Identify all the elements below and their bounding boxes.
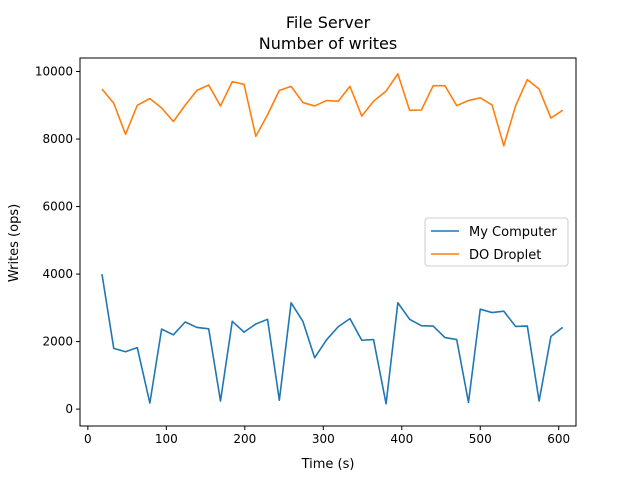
chart-subtitle: Number of writes bbox=[259, 34, 397, 53]
x-axis-label: Time (s) bbox=[301, 457, 355, 472]
y-tick-label: 6000 bbox=[42, 200, 73, 214]
series-line-my-computer bbox=[101, 273, 564, 405]
x-tick-label: 0 bbox=[84, 432, 92, 446]
y-tick-label: 8000 bbox=[42, 132, 73, 146]
legend-label: My Computer bbox=[469, 225, 557, 240]
y-tick-label: 2000 bbox=[42, 335, 73, 349]
x-tick-label: 600 bbox=[547, 432, 570, 446]
y-tick-label: 0 bbox=[65, 402, 73, 416]
legend: My Computer DO Droplet bbox=[424, 217, 569, 267]
legend-label: DO Droplet bbox=[469, 248, 541, 263]
series-line-do-droplet bbox=[101, 73, 564, 147]
chart-title: File Server bbox=[286, 13, 371, 32]
legend-box bbox=[424, 217, 569, 267]
y-axis-label: Writes (ops) bbox=[7, 204, 22, 282]
x-tick-label: 300 bbox=[312, 432, 335, 446]
x-tick-label: 500 bbox=[469, 432, 492, 446]
plot-area: 0 100 200 300 400 500 600020004000600080001000… bbox=[35, 57, 577, 446]
x-tick-label: 100 bbox=[155, 432, 178, 446]
y-tick-label: 4000 bbox=[42, 267, 73, 281]
axes-frame bbox=[79, 57, 577, 427]
y-tick-label: 10000 bbox=[35, 65, 73, 79]
x-tick-label: 400 bbox=[390, 432, 413, 446]
x-tick-label: 200 bbox=[233, 432, 256, 446]
